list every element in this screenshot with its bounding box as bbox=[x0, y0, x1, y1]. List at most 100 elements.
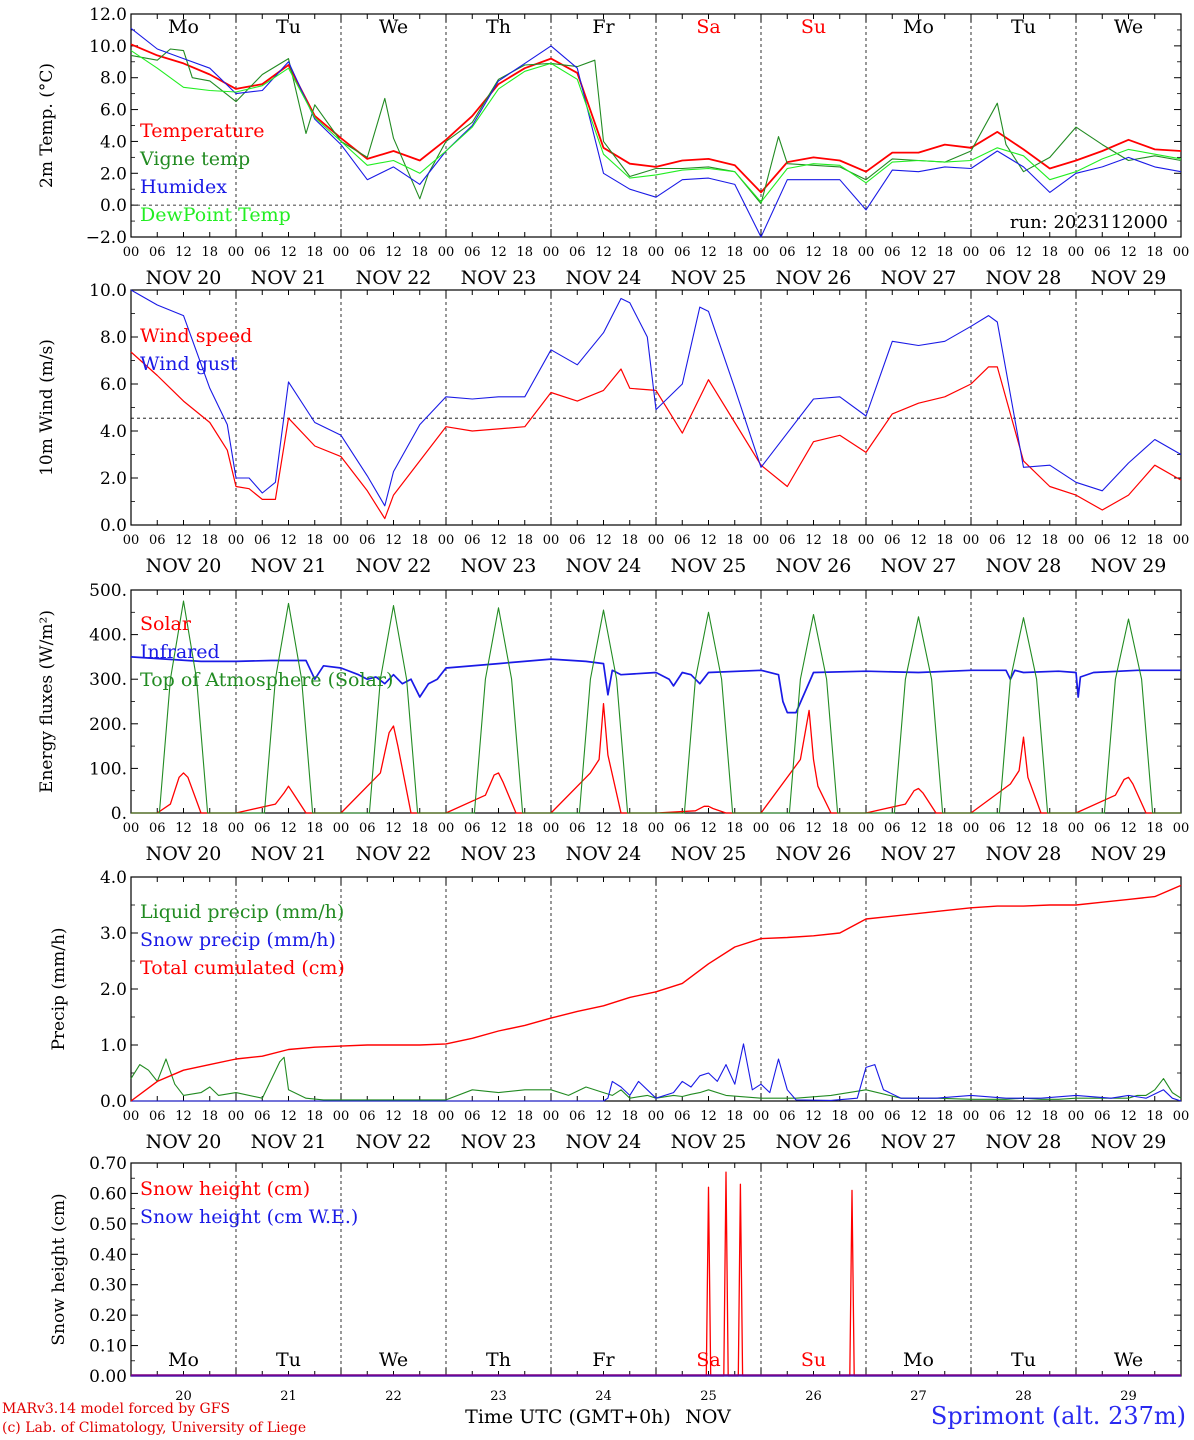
plot-frame bbox=[130, 589, 1182, 814]
hour-tick-label: 00 bbox=[123, 821, 140, 836]
hour-tick-label: 12 bbox=[700, 821, 717, 836]
hour-tick-label: 18 bbox=[726, 821, 743, 836]
hour-tick-label: 12 bbox=[385, 1109, 402, 1124]
hour-tick-label: 12 bbox=[280, 245, 297, 260]
y-axis-title: Precip (mm/h) bbox=[49, 927, 69, 1050]
hour-tick-label: 18 bbox=[201, 245, 218, 260]
panel-3: 0. 100. 200. 300. 400. 500. Energy fluxes (W/m… bbox=[37, 581, 1189, 865]
hour-tick-label: 00 bbox=[438, 533, 455, 548]
weekday-label: Tu bbox=[276, 1349, 301, 1371]
date-label: NOV 26 bbox=[776, 267, 852, 289]
y-tick-label: 0.0 bbox=[100, 196, 127, 216]
hour-tick-label: 06 bbox=[254, 533, 271, 548]
date-label: NOV 28 bbox=[986, 1131, 1062, 1153]
date-label: NOV 21 bbox=[251, 1131, 327, 1153]
hour-tick-label: 06 bbox=[569, 533, 586, 548]
hour-tick-label: 12 bbox=[910, 245, 927, 260]
date-label: NOV 24 bbox=[566, 1131, 642, 1153]
y-tick-label: 4.0 bbox=[100, 868, 127, 888]
date-label: NOV 27 bbox=[881, 267, 957, 289]
hour-tick-label: 06 bbox=[464, 821, 481, 836]
hour-tick-label: 00 bbox=[648, 533, 665, 548]
hour-tick-label: 00 bbox=[543, 821, 560, 836]
y-tick-label: 10.0 bbox=[89, 281, 127, 301]
date-label: NOV 23 bbox=[461, 555, 537, 577]
date-label: NOV 26 bbox=[776, 843, 852, 865]
hour-tick-label: 18 bbox=[516, 533, 533, 548]
hour-tick-label: 18 bbox=[936, 245, 953, 260]
hour-tick-label: 06 bbox=[464, 533, 481, 548]
weekday-label: Th bbox=[486, 16, 511, 38]
y-tick-label: 8.0 bbox=[100, 328, 127, 348]
hour-tick-label: 00 bbox=[963, 533, 980, 548]
hour-tick-label: 12 bbox=[595, 533, 612, 548]
y-tick-label: 300. bbox=[89, 670, 127, 690]
hour-tick-label: 18 bbox=[936, 533, 953, 548]
weekday-label: Tu bbox=[276, 16, 301, 38]
weekday-label: Mo bbox=[168, 16, 199, 38]
hour-tick-label: 00 bbox=[228, 821, 245, 836]
day-number-label: 22 bbox=[385, 1389, 402, 1404]
series-wind-gust bbox=[130, 289, 1182, 507]
hour-tick-label: 00 bbox=[123, 245, 140, 260]
y-tick-label: 0.0 bbox=[100, 1092, 127, 1112]
hour-tick-label: 12 bbox=[490, 245, 507, 260]
hour-tick-label: 00 bbox=[753, 245, 770, 260]
hour-tick-label: 00 bbox=[333, 245, 350, 260]
panel-1: −2.0 0.0 2.0 4.0 6.0 8.0 10.0 12.0 2m Temp. (°C)… bbox=[37, 5, 1189, 289]
date-label: NOV 20 bbox=[146, 843, 222, 865]
hour-tick-label: 18 bbox=[726, 533, 743, 548]
hour-tick-label: 00 bbox=[753, 1109, 770, 1124]
hour-tick-label: 00 bbox=[438, 821, 455, 836]
day-number-label: 20 bbox=[175, 1389, 192, 1404]
hour-tick-label: 06 bbox=[254, 1109, 271, 1124]
day-number-label: 24 bbox=[595, 1389, 612, 1404]
hour-tick-label: 12 bbox=[175, 1109, 192, 1124]
hour-tick-label: 12 bbox=[700, 1109, 717, 1124]
hour-tick-label: 06 bbox=[674, 821, 691, 836]
date-label: NOV 27 bbox=[881, 555, 957, 577]
hour-tick-label: 00 bbox=[1068, 533, 1085, 548]
hour-tick-label: 12 bbox=[490, 1109, 507, 1124]
hour-tick-label: 12 bbox=[1015, 821, 1032, 836]
hour-tick-label: 00 bbox=[858, 245, 875, 260]
hour-tick-label: 18 bbox=[621, 821, 638, 836]
date-label: NOV 26 bbox=[776, 555, 852, 577]
y-axis-title: Snow height (cm) bbox=[49, 1193, 69, 1345]
hour-tick-label: 00 bbox=[858, 533, 875, 548]
hour-tick-label: 00 bbox=[858, 821, 875, 836]
hour-tick-label: 00 bbox=[1068, 245, 1085, 260]
weekday-label: We bbox=[379, 1349, 408, 1371]
hour-tick-label: 18 bbox=[411, 245, 428, 260]
hour-tick-label: 06 bbox=[989, 1109, 1006, 1124]
hour-tick-label: 00 bbox=[858, 1109, 875, 1124]
date-label: NOV 29 bbox=[1091, 1131, 1167, 1153]
hour-tick-label: 12 bbox=[280, 821, 297, 836]
legend-dewpoint-temp: DewPoint Temp bbox=[140, 204, 291, 226]
date-label: NOV 21 bbox=[251, 555, 327, 577]
y-tick-label: 0.50 bbox=[89, 1215, 127, 1235]
legend-wind-speed: Wind speed bbox=[140, 325, 252, 347]
date-label: NOV 25 bbox=[671, 843, 747, 865]
y-tick-label: 0.20 bbox=[89, 1306, 127, 1326]
date-label: NOV 24 bbox=[566, 843, 642, 865]
hour-tick-label: 18 bbox=[1146, 821, 1163, 836]
y-tick-label: 1.0 bbox=[100, 1036, 127, 1056]
y-tick-label: 10.0 bbox=[89, 37, 127, 57]
hour-tick-label: 06 bbox=[254, 821, 271, 836]
day-number-label: 25 bbox=[700, 1389, 717, 1404]
weekday-label: Mo bbox=[903, 16, 934, 38]
date-label: NOV 27 bbox=[881, 843, 957, 865]
hour-tick-label: 00 bbox=[123, 533, 140, 548]
y-tick-label: 0.00 bbox=[89, 1367, 127, 1387]
date-label: NOV 24 bbox=[566, 267, 642, 289]
hour-tick-label: 06 bbox=[884, 1109, 901, 1124]
hour-tick-label: 06 bbox=[884, 533, 901, 548]
hour-tick-label: 00 bbox=[1173, 245, 1190, 260]
hour-tick-label: 12 bbox=[385, 245, 402, 260]
date-label: NOV 28 bbox=[986, 843, 1062, 865]
hour-tick-label: 18 bbox=[306, 245, 323, 260]
y-tick-label: 0.60 bbox=[89, 1184, 127, 1204]
y-tick-label: 0. bbox=[111, 804, 127, 824]
hour-tick-label: 18 bbox=[726, 1109, 743, 1124]
